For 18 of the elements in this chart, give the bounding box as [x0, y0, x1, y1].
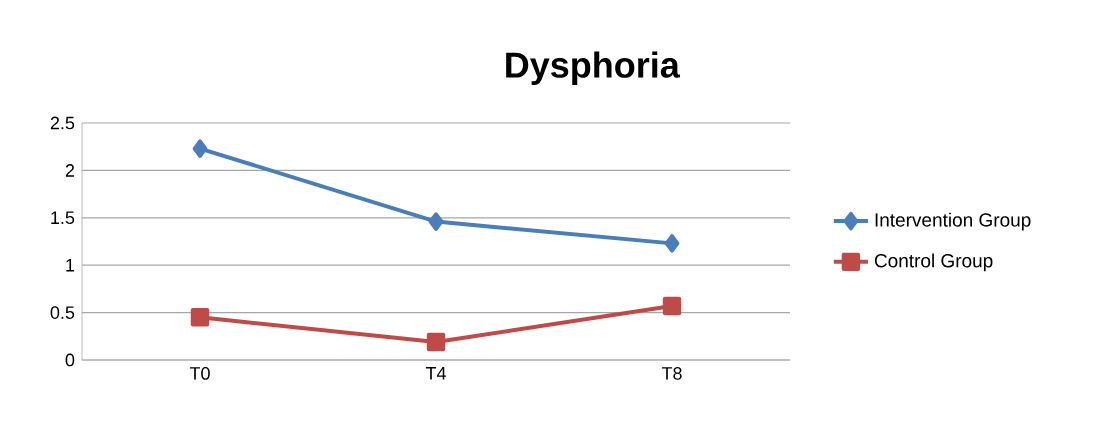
y-tick-label: 1 — [66, 258, 75, 272]
chart-title: Dysphoria — [506, 51, 681, 85]
y-tick-label: 2 — [65, 164, 75, 177]
point — [426, 332, 446, 352]
x-tick-label: T0 — [189, 367, 210, 380]
point — [428, 212, 444, 231]
y-tick-label: 1.5 — [51, 211, 75, 225]
legend-label: Control Group — [874, 253, 993, 272]
y-tick-label: 2.5 — [50, 116, 75, 130]
x-tick-label: T4 — [425, 367, 446, 380]
point — [190, 308, 210, 327]
y-tick-label: 0 — [65, 353, 75, 367]
point — [664, 234, 680, 253]
point — [662, 296, 682, 316]
y-tick-label: 0.5 — [50, 306, 75, 319]
x-tick-label: T8 — [661, 367, 682, 380]
legend-label: Intervention Group — [875, 212, 1031, 231]
point — [192, 139, 208, 158]
